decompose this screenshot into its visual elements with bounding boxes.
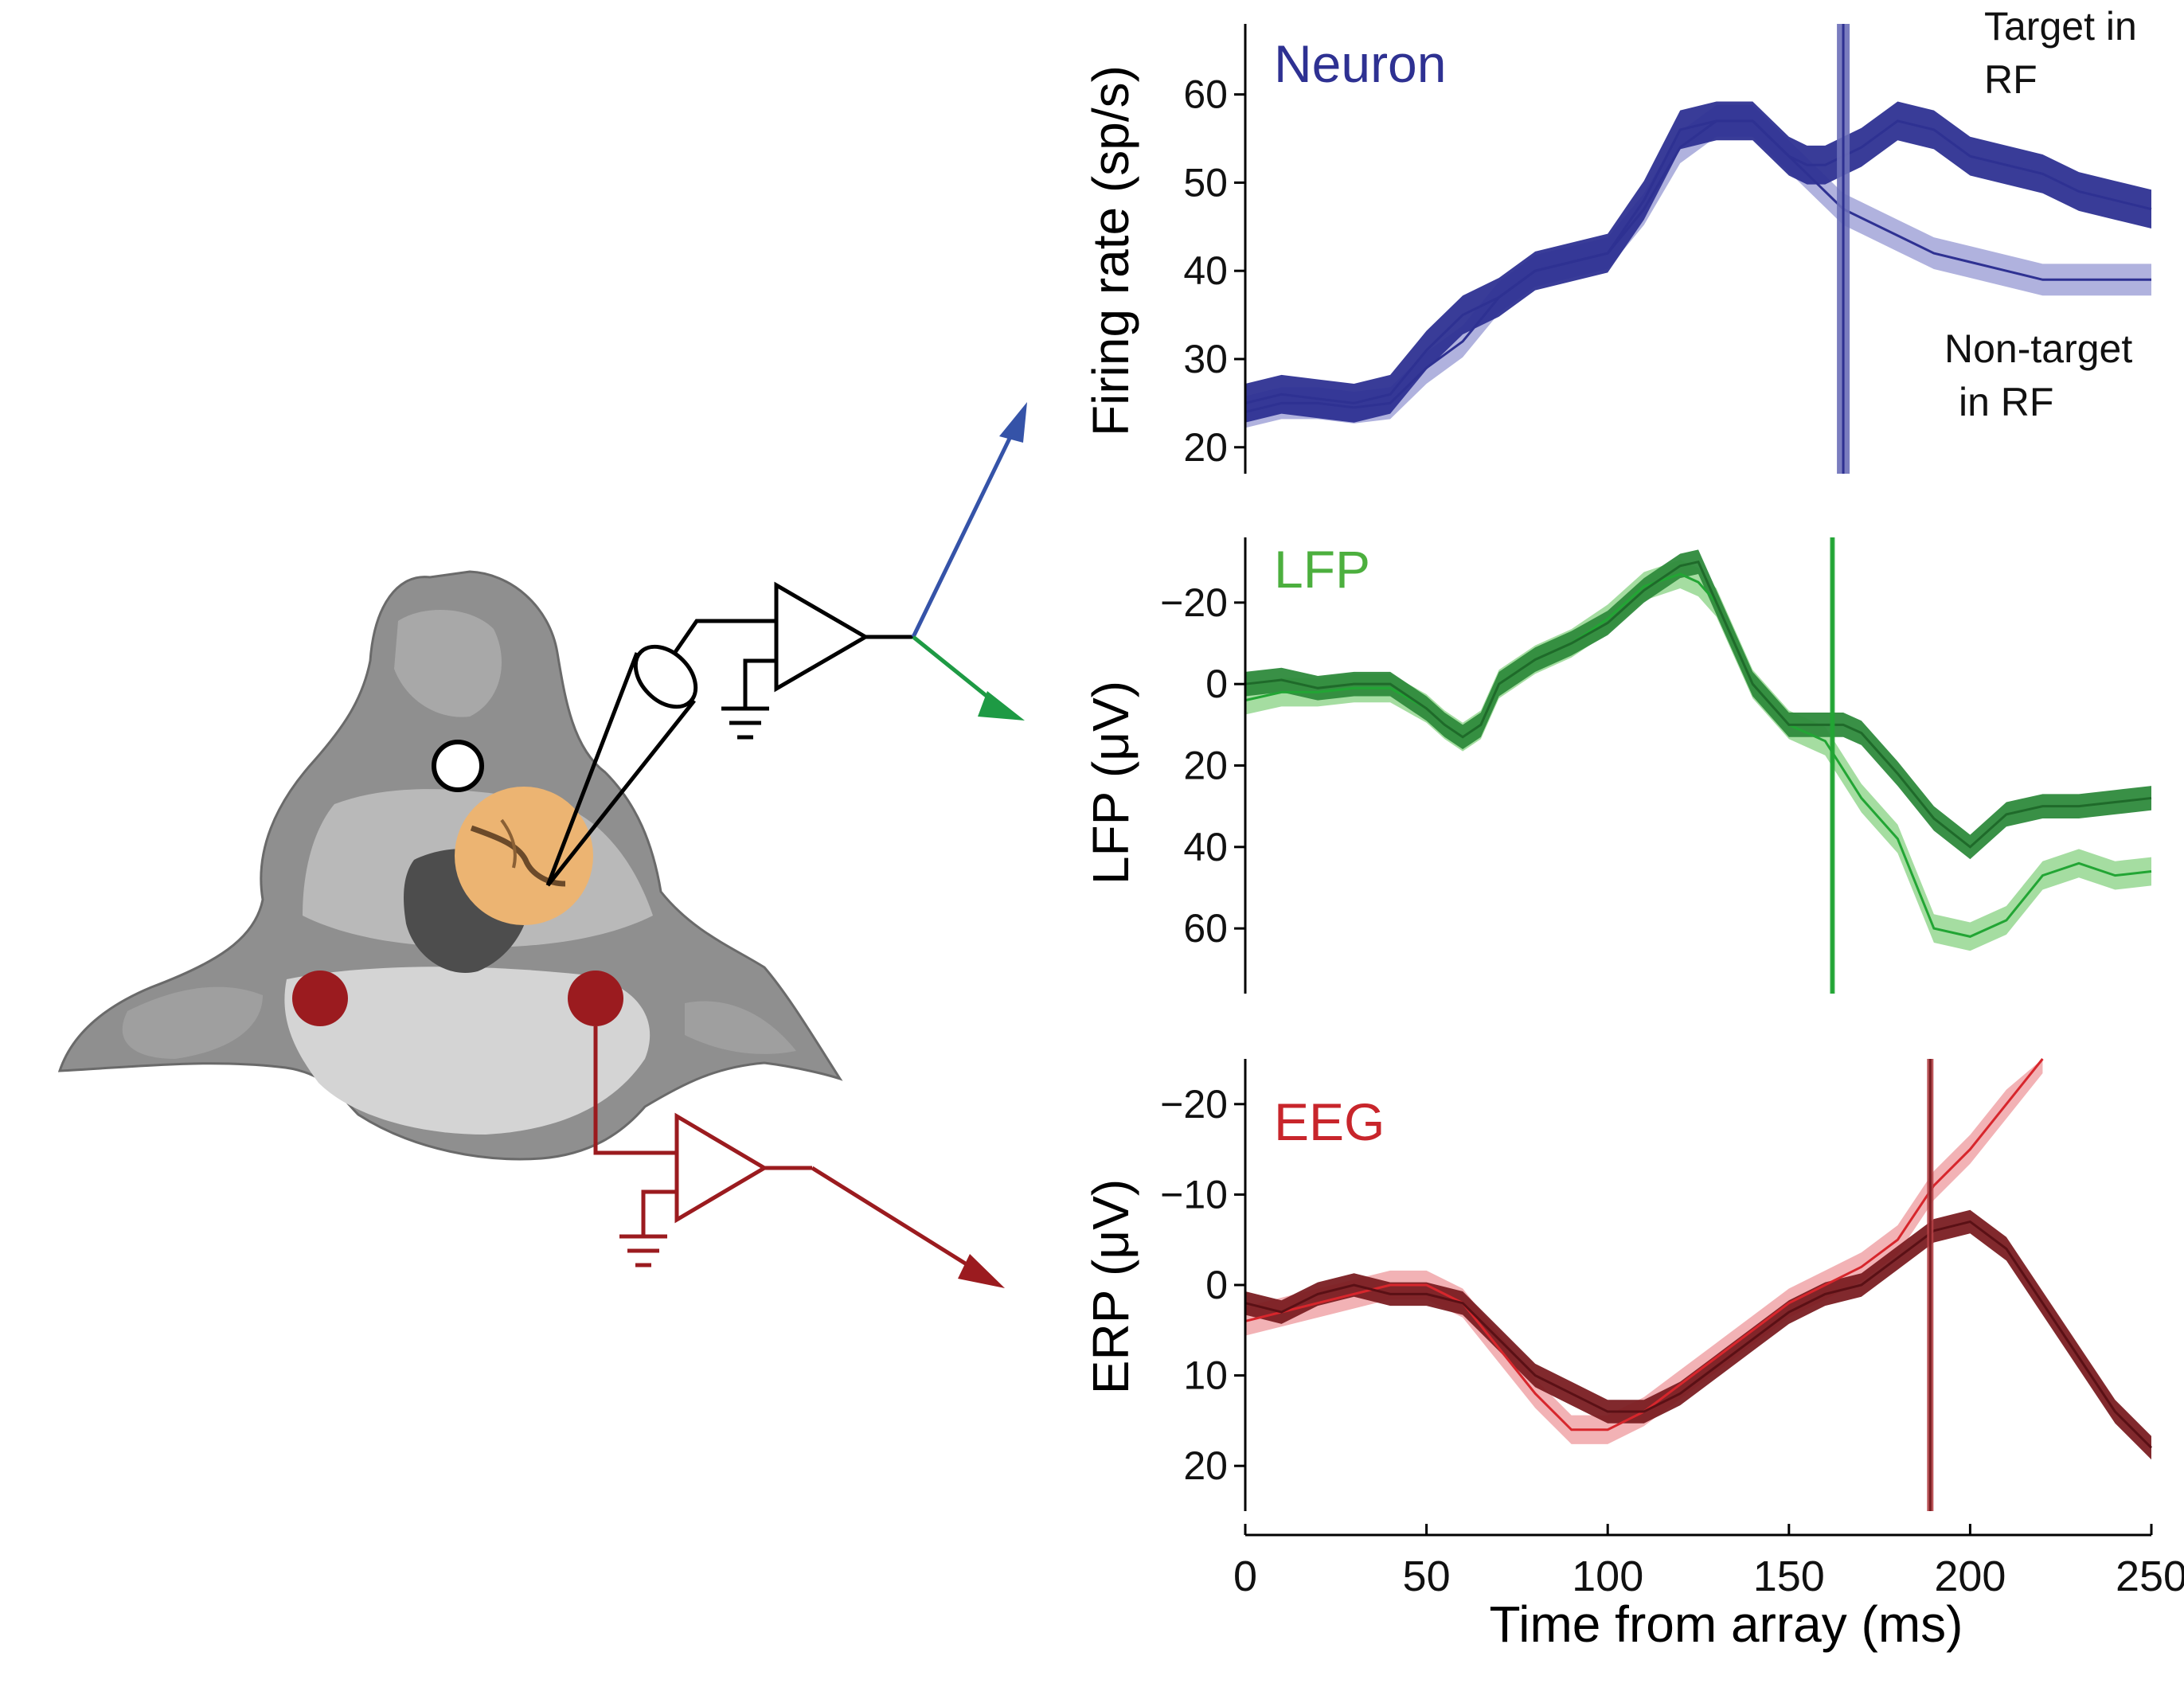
eeg-amplifier-icon — [593, 1026, 981, 1275]
electrode-icon — [545, 644, 698, 887]
lfp-panel-y-tick-label: 0 — [1205, 662, 1228, 706]
lfp-panel: −20 0 20 40 60 LFP LFP (μV) — [1082, 537, 2152, 994]
neuron-panel-y-tick-label: 40 — [1183, 248, 1228, 293]
eeg-input-wire — [593, 1026, 677, 1155]
amplifier-icon — [671, 581, 913, 740]
lfp-panel-band-target — [1245, 549, 2151, 860]
eeg-electrode-left — [292, 971, 348, 1026]
eeg-arrow — [811, 1166, 981, 1275]
x-tick-label: 50 — [1403, 1553, 1451, 1600]
brain-section-icon — [57, 570, 843, 1161]
x-axis-title: Time from array (ms) — [1490, 1595, 1963, 1653]
amplifier-triangle — [774, 581, 869, 693]
annotation-nontarget-line1: Non-target — [1944, 326, 2132, 371]
eeg-electrode-right — [568, 971, 623, 1026]
brain-lower-region — [284, 967, 651, 1135]
eeg-panel-y-tick-label: −20 — [1160, 1082, 1228, 1127]
brain-side-shading — [685, 1001, 796, 1054]
lfp-panel-line-non-target — [1244, 572, 2152, 938]
neuron-panel-y-tick-label: 50 — [1183, 160, 1228, 205]
neuron-arrowhead — [999, 402, 1027, 443]
neuron-ylabel: Firing rate (sp/s) — [1082, 65, 1139, 436]
lfp-panel-line-target — [1244, 560, 2152, 849]
neuron-title: Neuron — [1274, 34, 1446, 93]
eeg-arrowhead — [958, 1254, 1005, 1288]
electrode-shank — [546, 699, 696, 887]
recording-site-sulcus — [500, 818, 517, 869]
lfp-panel-y-tick-label: 60 — [1183, 906, 1228, 951]
eeg-title: EEG — [1274, 1092, 1385, 1151]
lfp-panel-y-tick-label: −20 — [1160, 580, 1228, 625]
lfp-panel-band-non-target — [1245, 560, 2151, 951]
neuron-panel-band-target — [1245, 101, 2151, 423]
annotation-target-line1: Target in — [1984, 4, 2137, 49]
eeg-panel-y-tick-label: 20 — [1183, 1443, 1228, 1488]
eeg-amplifier-triangle — [674, 1112, 768, 1224]
target-circle — [432, 740, 484, 792]
eeg-panel-y-tick-label: −10 — [1160, 1172, 1228, 1217]
x-tick-label: 150 — [1753, 1553, 1825, 1600]
eeg-ylabel: ERP (μV) — [1082, 1179, 1139, 1394]
brain-upper-lobe — [394, 610, 502, 717]
amplifier-ground-wire — [743, 658, 776, 709]
brain-side-shading — [122, 986, 263, 1059]
electrode-top — [633, 644, 698, 709]
neuron-panel-y-tick-label: 20 — [1183, 425, 1228, 470]
lfp-title: LFP — [1274, 540, 1370, 599]
neuron-arrow — [911, 420, 1020, 639]
neuron-panel-y-tick-label: 30 — [1183, 337, 1228, 381]
neuron-panel-y-tick-label: 60 — [1183, 72, 1228, 117]
lfp-arrow — [912, 635, 1001, 708]
eeg-panel-y-tick-label: 0 — [1205, 1263, 1228, 1307]
x-tick-label: 100 — [1572, 1553, 1643, 1600]
lfp-panel-y-tick-label: 20 — [1183, 744, 1228, 788]
eeg-panel-line-target — [1244, 1220, 2153, 1449]
amplifier-input-wire — [671, 619, 776, 656]
eeg-panel-y-tick-label: 10 — [1183, 1353, 1228, 1398]
eeg-panel-band-target — [1245, 1209, 2151, 1460]
x-tick-label: 0 — [1233, 1553, 1257, 1600]
lfp-ylabel: LFP (μV) — [1082, 681, 1139, 885]
electrode-shank — [545, 652, 639, 886]
annotation-nontarget-line2: in RF — [1959, 380, 2053, 424]
x-tick-label: 200 — [1934, 1553, 2006, 1600]
neuron-panel-line-target — [1244, 119, 2152, 404]
eeg-ground-icon — [619, 1234, 667, 1267]
neuron-panel: 20 30 40 50 60 Neuron Firing rate (sp/s) Tar… — [1082, 4, 2152, 474]
lfp-panel-y-tick-label: 40 — [1183, 825, 1228, 869]
x-tick-label: 250 — [2116, 1553, 2184, 1600]
eeg-ground-wire — [641, 1189, 677, 1236]
ground-icon — [721, 706, 769, 740]
annotation-target-line2: RF — [1984, 57, 2037, 102]
lfp-arrowhead — [978, 691, 1025, 721]
